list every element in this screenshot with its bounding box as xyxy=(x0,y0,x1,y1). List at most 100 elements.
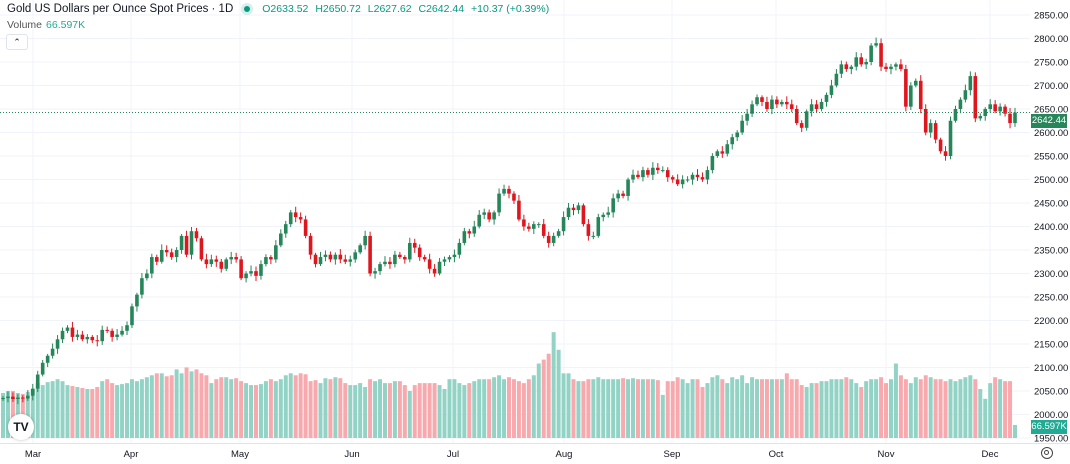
volume-bar xyxy=(502,379,507,438)
candle-body xyxy=(169,252,174,258)
collapse-legend-button[interactable]: ⌃ xyxy=(6,34,28,50)
volume-bar xyxy=(184,367,189,438)
volume-bar xyxy=(348,385,353,438)
volume-bar xyxy=(521,383,526,438)
candle-body xyxy=(700,177,705,180)
volume-bar xyxy=(497,375,502,438)
volume-bar xyxy=(893,363,898,438)
candle-body xyxy=(879,43,883,67)
volume-bar xyxy=(402,385,407,438)
candle-body xyxy=(492,212,496,220)
volume-bar xyxy=(313,380,318,438)
candle-body xyxy=(829,85,834,95)
volume-bar xyxy=(566,373,571,438)
volume-bar xyxy=(779,379,784,438)
candle-body xyxy=(110,330,114,337)
volume-bar xyxy=(908,383,913,438)
y-tick-label: 2250.00 xyxy=(1034,293,1068,304)
candle-body xyxy=(909,85,913,107)
volume-bar xyxy=(422,383,427,438)
candle-body xyxy=(844,64,849,70)
candle-body xyxy=(95,340,100,342)
volume-bar xyxy=(923,375,928,438)
candle-body xyxy=(90,336,95,341)
volume-bar xyxy=(913,377,918,438)
candle-body xyxy=(244,273,248,279)
volume-bar xyxy=(224,377,229,438)
candle-body xyxy=(963,90,968,100)
candle-body xyxy=(566,207,571,218)
candle-body xyxy=(715,151,720,156)
candle-body xyxy=(189,231,194,255)
candle-body xyxy=(437,261,442,274)
volume-bar xyxy=(273,381,278,438)
candle-body xyxy=(512,193,516,201)
volume-bar xyxy=(125,383,130,438)
candle-body xyxy=(839,64,844,74)
volume-bar xyxy=(214,379,219,438)
volume-bar xyxy=(948,379,953,438)
candle-body xyxy=(561,217,566,232)
volume-bar xyxy=(204,375,209,438)
candle-body xyxy=(651,167,655,175)
volume-bar xyxy=(5,390,10,438)
volume-bar xyxy=(234,378,239,438)
candle-body xyxy=(641,170,645,178)
candle-body xyxy=(527,226,531,229)
candle-body xyxy=(75,334,80,337)
candle-body xyxy=(517,200,521,220)
volume-bar xyxy=(814,383,819,438)
candle-body xyxy=(745,113,749,121)
candle-body xyxy=(532,224,536,229)
volume-bar xyxy=(561,373,566,438)
tradingview-logo-icon[interactable]: TV xyxy=(8,414,34,440)
volume-bar xyxy=(516,381,521,438)
volume-bar xyxy=(725,383,730,438)
candle-body xyxy=(388,261,392,265)
volume-bar xyxy=(35,383,40,438)
volume-bar xyxy=(209,383,214,438)
candle-body xyxy=(735,132,739,138)
high-value: H2650.72 xyxy=(315,3,361,15)
candle-body xyxy=(611,198,615,213)
candle-body xyxy=(1,398,5,400)
y-tick-label: 1950.00 xyxy=(1034,434,1068,445)
candle-body xyxy=(412,242,417,248)
candle-body xyxy=(789,104,794,109)
volume-bar xyxy=(730,377,735,438)
volume-bar xyxy=(462,385,467,438)
volume-bar xyxy=(144,377,149,438)
candle-body xyxy=(487,212,491,220)
candle-body xyxy=(150,257,154,274)
x-tick-label: Aug xyxy=(556,449,573,460)
candle-body xyxy=(407,242,412,260)
candle-body xyxy=(164,250,169,253)
volume-bar xyxy=(258,384,263,438)
candle-body xyxy=(859,57,864,65)
volume-bar xyxy=(635,379,640,438)
candle-body xyxy=(938,139,943,152)
volume-bar xyxy=(338,378,343,438)
candle-body xyxy=(224,259,229,269)
x-tick-label: Sep xyxy=(664,449,681,460)
volume-bar xyxy=(963,377,968,438)
candle-body xyxy=(631,174,635,180)
volume-label: Volume xyxy=(7,19,43,31)
volume-bar xyxy=(695,379,700,438)
candle-body xyxy=(675,179,680,185)
candle-body xyxy=(780,101,784,105)
volume-bar xyxy=(219,377,224,438)
candle-body xyxy=(596,217,601,236)
candle-body xyxy=(705,170,710,180)
volume-bar xyxy=(1008,381,1013,438)
volume-bar xyxy=(809,383,814,438)
symbol-title[interactable]: Gold US Dollars per Ounce Spot Prices · … xyxy=(7,3,234,15)
volume-bar xyxy=(328,379,333,438)
volume-bar xyxy=(839,379,844,438)
gear-icon[interactable] xyxy=(1041,447,1053,459)
candle-body xyxy=(799,123,804,128)
candle-body xyxy=(462,231,467,243)
candle-body xyxy=(363,235,367,246)
volume-bar xyxy=(65,385,70,438)
